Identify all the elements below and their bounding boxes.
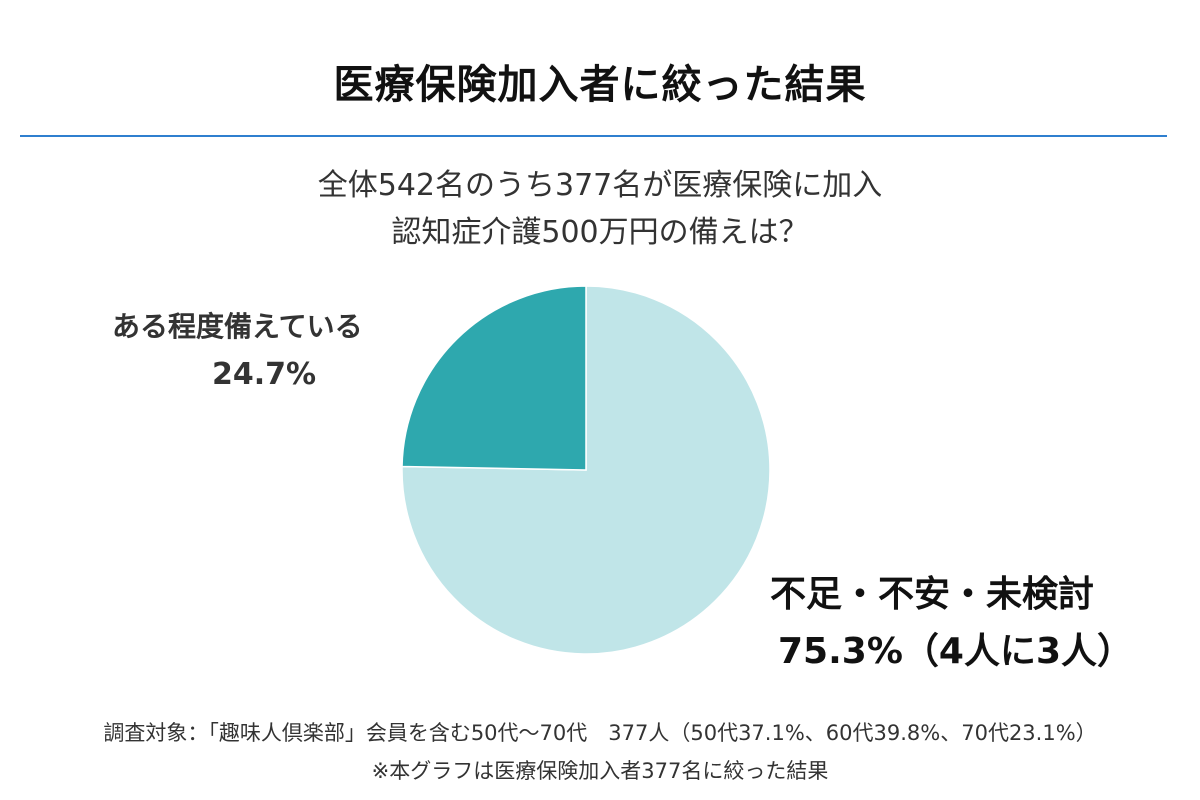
title-divider <box>20 135 1167 137</box>
scope-note: ※本グラフは医療保険加入者377名に絞った結果 <box>371 759 829 783</box>
chart-subtitle-line2: 認知症介護500万円の備えは？ <box>391 215 809 250</box>
pie-slice-prepared <box>401 285 587 471</box>
slice-value-prepared: 24.7% <box>212 357 317 392</box>
slice-label-prepared: ある程度備えている <box>112 310 363 343</box>
chart-subtitle-line1: 全体542名のうち377名が医療保険に加入 <box>317 168 883 203</box>
slice-label-insufficient: 不足・不安・未検討 <box>770 574 1095 615</box>
chart-title: 医療保険加入者に絞った結果 <box>333 62 867 108</box>
survey-note: 調査対象：「趣味人倶楽部」会員を含む50代〜70代 377人（50代37.1%、… <box>103 721 1097 745</box>
slice-value-insufficient: 75.3%（4人に3人） <box>778 631 1133 672</box>
